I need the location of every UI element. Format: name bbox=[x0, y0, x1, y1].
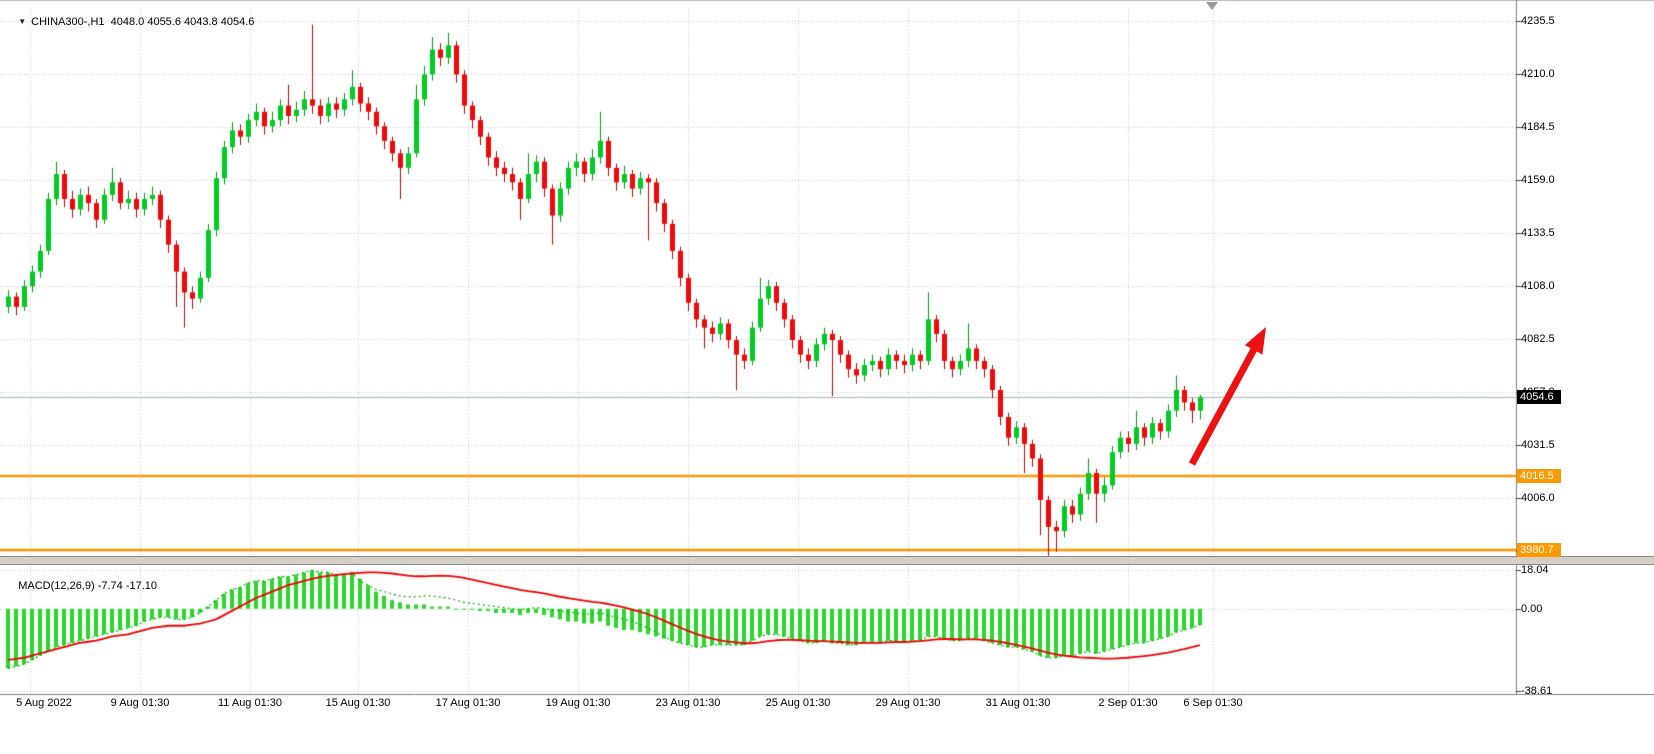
chart-shift-marker-icon[interactable] bbox=[1206, 2, 1218, 10]
one-click-trading-arrow-icon[interactable]: ▼ bbox=[18, 17, 27, 26]
indicator-legend: MACD(12,26,9) -7.74 -17.10 bbox=[6, 568, 157, 604]
trend-arrow-line bbox=[1188, 341, 1261, 466]
panel-divider[interactable] bbox=[0, 556, 1654, 565]
current-price-tag: 4054.6 bbox=[1517, 390, 1561, 404]
symbol-legend: ▼ CHINA300-,H1 4048.0 4055.6 4043.8 4054.… bbox=[6, 4, 254, 40]
indicator-legend-text: MACD(12,26,9) -7.74 -17.10 bbox=[18, 580, 158, 592]
hline-price-tag: 3980.7 bbox=[1517, 543, 1561, 558]
hline-price-tag: 4016.5 bbox=[1517, 469, 1561, 484]
trend-arrow-head-icon bbox=[1244, 327, 1266, 355]
symbol-ohlc-text: CHINA300-,H1 4048.0 4055.6 4043.8 4054.6 bbox=[31, 16, 255, 28]
